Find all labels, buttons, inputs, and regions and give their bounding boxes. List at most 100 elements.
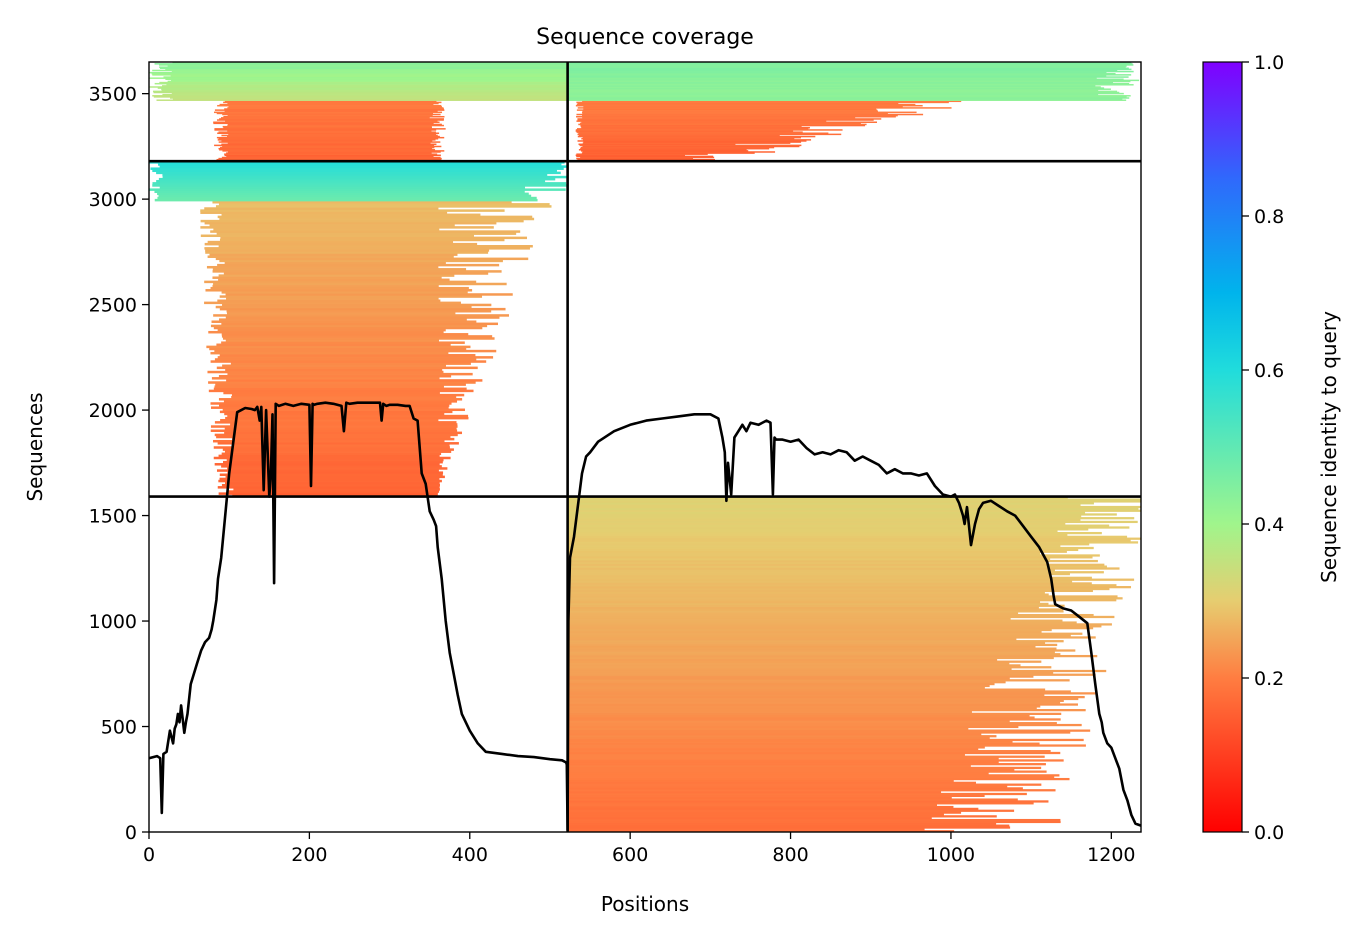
coverage-row [227, 107, 444, 109]
coverage-row [217, 104, 442, 107]
coverage-row [567, 736, 990, 740]
coverage-row [567, 664, 1021, 667]
coverage-row [222, 113, 441, 116]
coverage-row [567, 649, 1076, 652]
coverage-row [567, 682, 995, 686]
coverage-row [225, 416, 469, 420]
coverage-row [567, 781, 976, 784]
coverage-row [567, 91, 1120, 94]
coverage-row [567, 98, 1123, 100]
coverage-row [576, 120, 827, 122]
coverage-row [567, 599, 1117, 602]
coverage-row [567, 537, 1141, 540]
coverage-row [567, 789, 1056, 792]
coverage-row [567, 90, 1118, 93]
coverage-row [582, 145, 800, 148]
coverage-row [567, 88, 1111, 90]
coverage-row [231, 395, 457, 399]
y-tick-label: 2000 [89, 400, 137, 422]
coverage-row [227, 151, 441, 153]
coverage-row [224, 427, 457, 430]
coverage-row [213, 446, 450, 449]
coverage-row [579, 144, 802, 147]
coverage-row [567, 602, 1049, 606]
coverage-row [567, 794, 985, 797]
coverage-row [226, 379, 483, 382]
coverage-row [222, 408, 465, 412]
coverage-row [567, 776, 1055, 779]
coverage-row [567, 530, 1058, 533]
coverage-row [567, 748, 979, 751]
coverage-row [172, 98, 568, 100]
coverage-row [577, 107, 952, 109]
coverage-row [576, 101, 949, 104]
coverage-row [205, 249, 490, 252]
colorbar [1202, 61, 1243, 833]
coverage-row [567, 707, 1037, 710]
coverage-row [221, 341, 465, 344]
coverage-row [208, 381, 476, 384]
coverage-row [567, 699, 1064, 702]
coverage-row [217, 215, 533, 219]
coverage-row [216, 232, 517, 235]
coverage-row [216, 136, 445, 139]
coverage-row [567, 554, 1100, 557]
coverage-row [159, 186, 526, 189]
coverage-row [157, 196, 537, 200]
x-axis-ticks: 0 200 400 600 800 1000 1200 [143, 832, 1136, 866]
coverage-row [567, 67, 1129, 70]
coverage-row [567, 597, 1123, 600]
coverage-row [567, 777, 1070, 781]
coverage-row [226, 155, 434, 158]
coverage-row [216, 158, 442, 161]
coverage-row [567, 651, 1055, 654]
coverage-row [204, 247, 530, 250]
coverage-row [567, 658, 998, 661]
coverage-row [149, 86, 568, 88]
coverage-row [567, 673, 1096, 676]
coverage-row [219, 149, 436, 151]
coverage-row [567, 716, 1035, 719]
coverage-row [224, 450, 452, 453]
coverage-row [567, 694, 1045, 697]
coverage-row [210, 324, 488, 328]
coverage-row [567, 679, 1070, 682]
coverage-row [567, 817, 932, 820]
coverage-row [221, 333, 469, 336]
coverage-row [567, 818, 1061, 822]
coverage-row [163, 76, 568, 78]
coverage-row [567, 647, 1057, 650]
colorbar-label: Sequence identity to query [1317, 311, 1341, 583]
coverage-row [218, 454, 440, 458]
coverage-row [221, 134, 438, 137]
coverage-row [567, 522, 1066, 525]
coverage-row [567, 625, 1102, 628]
coverage-row [577, 140, 807, 142]
coverage-row [567, 507, 1139, 511]
coverage-row [567, 759, 1064, 762]
coverage-row [218, 157, 442, 160]
coverage-row [224, 154, 441, 157]
coverage-row [167, 65, 568, 67]
coverage-row [154, 63, 568, 65]
coverage-row [218, 374, 452, 378]
coverage-row [226, 309, 492, 313]
coverage-row [567, 561, 1048, 565]
coverage-row [567, 824, 1010, 827]
coverage-row [567, 68, 1132, 71]
coverage-row [567, 722, 1057, 725]
coverage-row [567, 524, 1110, 527]
coverage-row [567, 735, 997, 738]
coverage-row [583, 106, 903, 108]
coverage-row [204, 221, 497, 225]
coverage-row [227, 130, 432, 132]
coverage-row [152, 74, 568, 76]
coverage-row [567, 690, 1071, 693]
coverage-row [567, 580, 1073, 583]
coverage-row [567, 787, 1023, 790]
coverage-row [159, 165, 567, 168]
coverage-row [158, 194, 532, 198]
colorbar-tick-label: 0.6 [1254, 360, 1284, 382]
coverage-row [227, 467, 448, 470]
